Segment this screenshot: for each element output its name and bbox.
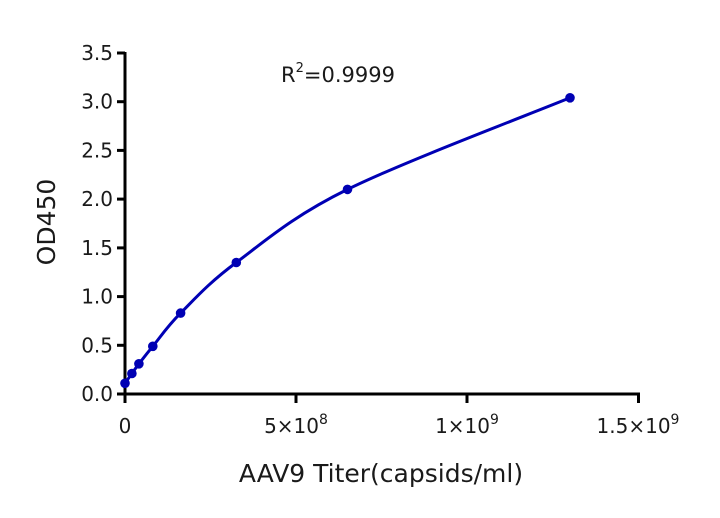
y-tick-label: 2.0 xyxy=(81,187,113,211)
y-tick-label: 2.5 xyxy=(81,138,113,162)
y-axis-title: OD450 xyxy=(32,179,61,266)
x-tick-labels: 0 5×108 1×109 1.5×109 xyxy=(119,412,680,438)
x-axis xyxy=(123,392,640,403)
y-tick-label: 3.0 xyxy=(81,90,113,114)
data-point xyxy=(134,359,144,369)
y-axis xyxy=(117,51,127,396)
fit-curve xyxy=(123,96,571,385)
data-point xyxy=(231,257,242,268)
data-point xyxy=(342,184,353,195)
data-points xyxy=(120,93,575,389)
y-tick-label: 1.5 xyxy=(81,236,113,260)
x-tick-label: 5×108 xyxy=(264,412,328,438)
data-point xyxy=(127,368,137,379)
y-tick-label: 0.0 xyxy=(81,382,113,406)
data-point xyxy=(175,308,186,318)
x-axis-title: AAV9 Titer(capsids/ml) xyxy=(239,459,523,488)
y-tick-label: 0.5 xyxy=(81,333,113,357)
y-tick-label: 3.5 xyxy=(81,41,113,65)
r-squared-annotation: R2=0.9999 xyxy=(281,61,395,87)
x-tick-label: 1×109 xyxy=(435,412,499,438)
x-tick-label: 1.5×109 xyxy=(597,412,680,438)
x-tick-label: 0 xyxy=(119,414,132,438)
data-point xyxy=(565,93,575,103)
data-point xyxy=(148,341,158,352)
y-tick-labels: 0.0 0.5 1.0 1.5 2.0 2.5 3.0 3.5 xyxy=(81,41,113,406)
data-point xyxy=(120,378,130,389)
y-tick-label: 1.0 xyxy=(81,285,113,309)
